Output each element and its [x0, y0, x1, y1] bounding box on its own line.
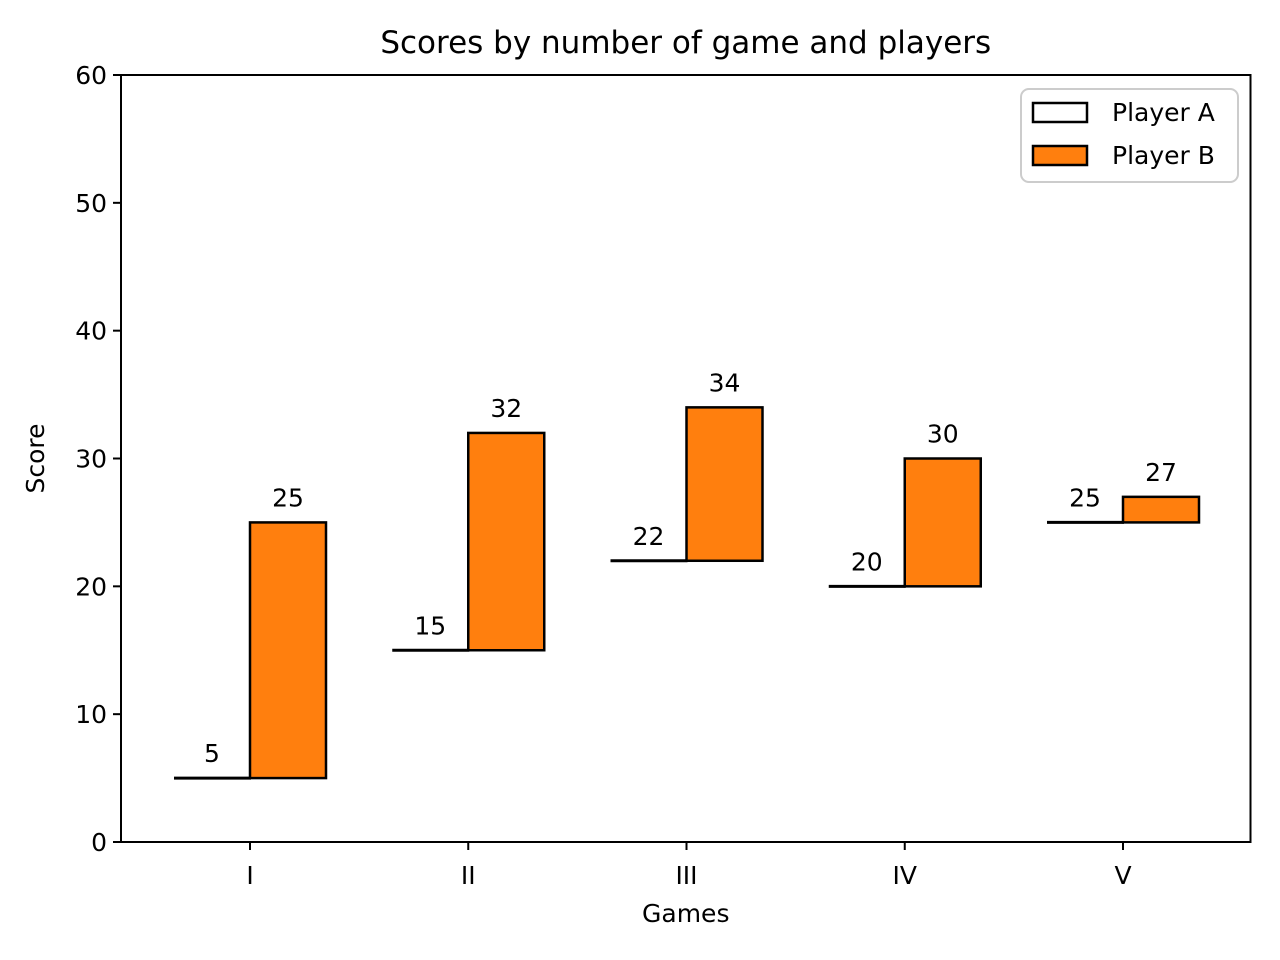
y-axis-label: Score: [21, 423, 50, 493]
bars-layer: [174, 406, 1201, 780]
value-labels-layer: 5 25 15 32 22 34 20 30 25 27: [204, 368, 1177, 768]
x-tick-label-IV: IV: [893, 861, 917, 890]
x-tick-label-III: III: [675, 861, 697, 890]
value-label-player-a-II: 15: [414, 611, 446, 640]
bar-player-b-V: [1121, 495, 1201, 524]
value-label-player-a-III: 22: [633, 522, 665, 551]
value-label-player-b-III: 34: [709, 368, 741, 397]
legend-label-player-b: Player B: [1112, 141, 1215, 170]
bar-player-b-III: [685, 406, 764, 563]
value-label-player-b-II: 32: [490, 394, 522, 423]
x-tick-label-I: I: [246, 861, 253, 890]
plot-border: [120, 74, 1252, 843]
legend-swatch-player-a: [1031, 101, 1089, 124]
x-tick-label-V: V: [1114, 861, 1131, 890]
legend: Player A Player B: [1020, 88, 1239, 183]
y-tick-label-20: 20: [75, 572, 107, 601]
y-tick-label-10: 10: [75, 700, 107, 729]
y-tick-label-30: 30: [75, 445, 107, 474]
y-tick-label-50: 50: [75, 189, 107, 218]
value-label-player-a-V: 25: [1069, 483, 1101, 512]
x-tick-label-II: II: [461, 861, 476, 890]
bar-player-b-IV: [903, 457, 982, 588]
bar-player-b-II: [467, 431, 546, 652]
chart-title: Scores by number of game and players: [380, 25, 991, 61]
bar-player-b-I: [248, 521, 328, 780]
legend-swatch-player-b: [1031, 144, 1089, 167]
value-label-player-b-IV: 30: [927, 420, 959, 449]
value-label-player-a-I: 5: [204, 739, 220, 768]
legend-label-player-a: Player A: [1112, 98, 1215, 127]
y-tick-label-0: 0: [91, 828, 107, 857]
value-label-player-b-I: 25: [272, 483, 304, 512]
value-label-player-a-IV: 20: [851, 547, 883, 576]
y-tick-label-60: 60: [75, 61, 107, 90]
value-label-player-b-V: 27: [1145, 458, 1177, 487]
x-axis-label: Games: [642, 899, 729, 928]
y-tick-label-40: 40: [75, 317, 107, 346]
